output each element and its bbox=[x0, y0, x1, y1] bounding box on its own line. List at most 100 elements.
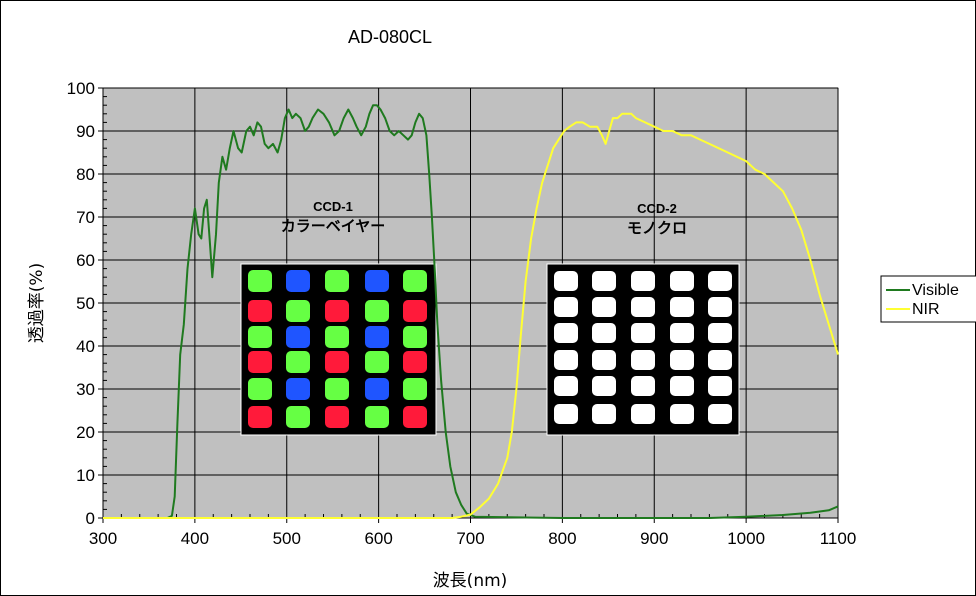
mono-sensor-cells bbox=[554, 271, 732, 424]
mono-cell bbox=[708, 376, 732, 396]
bayer-cell-g bbox=[325, 378, 349, 400]
bayer-cell-g bbox=[403, 326, 427, 348]
bayer-cell-g bbox=[365, 351, 389, 373]
bayer-cell-g bbox=[286, 300, 310, 322]
mono-cell bbox=[670, 271, 694, 291]
mono-cell bbox=[631, 404, 655, 424]
mono-cell bbox=[631, 350, 655, 370]
x-tick-label: 1000 bbox=[727, 529, 765, 548]
bayer-cell-b bbox=[286, 326, 310, 348]
bayer-cell-g bbox=[365, 406, 389, 428]
bayer-cell-r bbox=[403, 406, 427, 428]
bayer-cell-r bbox=[325, 351, 349, 373]
series-line-visible bbox=[103, 104, 839, 519]
mono-cell bbox=[708, 323, 732, 343]
legend: Visible NIR bbox=[880, 275, 976, 323]
color-bayer-sensor-inset: CCD-1 カラーベイヤー bbox=[240, 199, 437, 436]
bayer-cell-r bbox=[248, 300, 272, 322]
x-axis-label: 波長(nm) bbox=[433, 571, 508, 591]
mono-cell bbox=[592, 297, 616, 317]
mono-cell bbox=[631, 271, 655, 291]
x-tick-label: 900 bbox=[640, 529, 668, 548]
y-tick-label: 0 bbox=[86, 509, 95, 528]
x-tick-label: 800 bbox=[548, 529, 576, 548]
y-tick-label: 80 bbox=[76, 165, 95, 184]
mono-cell bbox=[631, 376, 655, 396]
bayer-cell-r bbox=[403, 300, 427, 322]
bayer-cell-r bbox=[325, 300, 349, 322]
bayer-cell-g bbox=[286, 406, 310, 428]
color-sensor-cells bbox=[248, 270, 427, 428]
mono-cell bbox=[670, 376, 694, 396]
mono-cell bbox=[670, 404, 694, 424]
series-layer bbox=[103, 104, 839, 519]
y-tick-labels: 0 10 20 30 40 50 60 70 80 90 100 bbox=[67, 79, 95, 528]
y-tick-label: 90 bbox=[76, 122, 95, 141]
mono-cell bbox=[708, 271, 732, 291]
mono-cell bbox=[592, 404, 616, 424]
series-line-nir bbox=[103, 112, 839, 519]
mono-cell bbox=[592, 271, 616, 291]
legend-label-nir: NIR bbox=[912, 301, 940, 318]
bayer-cell-g bbox=[248, 326, 272, 348]
mono-cell bbox=[631, 323, 655, 343]
mono-cell bbox=[554, 404, 578, 424]
bayer-cell-b bbox=[365, 378, 389, 400]
legend-label-visible: Visible bbox=[912, 282, 959, 299]
y-tick-label: 70 bbox=[76, 208, 95, 227]
mono-cell bbox=[708, 297, 732, 317]
mono-cell bbox=[670, 350, 694, 370]
bayer-cell-g bbox=[403, 378, 427, 400]
mono-cell bbox=[708, 350, 732, 370]
x-tick-label: 700 bbox=[456, 529, 484, 548]
y-tick-label: 10 bbox=[76, 466, 95, 485]
mono-cell bbox=[592, 350, 616, 370]
mono-cell bbox=[592, 323, 616, 343]
bayer-cell-b bbox=[286, 270, 310, 292]
bayer-cell-g bbox=[403, 270, 427, 292]
mono-cell bbox=[554, 350, 578, 370]
y-tick-label: 40 bbox=[76, 337, 95, 356]
mono-cell bbox=[631, 297, 655, 317]
x-tick-label: 500 bbox=[273, 529, 301, 548]
mono-cell bbox=[670, 323, 694, 343]
bayer-cell-g bbox=[248, 270, 272, 292]
x-tick-label: 300 bbox=[89, 529, 117, 548]
bayer-cell-r bbox=[325, 406, 349, 428]
x-tick-labels: 300 400 500 600 700 800 900 1000 1100 bbox=[89, 529, 856, 548]
y-tick-label: 60 bbox=[76, 251, 95, 270]
color-sensor-caption-line1: CCD-1 bbox=[313, 199, 353, 214]
bayer-cell-b bbox=[286, 378, 310, 400]
mono-cell bbox=[592, 376, 616, 396]
bayer-cell-g bbox=[325, 326, 349, 348]
bayer-cell-g bbox=[325, 270, 349, 292]
y-tick-label: 50 bbox=[76, 294, 95, 313]
mono-cell bbox=[708, 404, 732, 424]
mono-sensor-inset: CCD-2 モノクロ bbox=[546, 201, 740, 436]
bayer-cell-g bbox=[286, 351, 310, 373]
legend-box bbox=[880, 275, 976, 323]
mono-sensor-caption-line2: モノクロ bbox=[627, 219, 687, 237]
bayer-cell-b bbox=[365, 270, 389, 292]
mono-cell bbox=[554, 271, 578, 291]
y-tick-label: 20 bbox=[76, 423, 95, 442]
mono-cell bbox=[670, 297, 694, 317]
color-sensor-caption-line2: カラーベイヤー bbox=[281, 217, 386, 235]
chart-title: AD-080CL bbox=[348, 27, 432, 47]
bayer-cell-b bbox=[365, 326, 389, 348]
mono-cell bbox=[554, 297, 578, 317]
x-tick-label: 1100 bbox=[820, 529, 857, 548]
bayer-cell-r bbox=[248, 406, 272, 428]
x-tick-label: 400 bbox=[181, 529, 209, 548]
bayer-cell-r bbox=[403, 351, 427, 373]
x-tick-label: 600 bbox=[364, 529, 392, 548]
mono-cell bbox=[554, 376, 578, 396]
bayer-cell-g bbox=[365, 300, 389, 322]
mono-sensor-caption-line1: CCD-2 bbox=[637, 201, 677, 216]
y-tick-label: 100 bbox=[67, 79, 95, 98]
bayer-cell-g bbox=[248, 378, 272, 400]
bayer-cell-r bbox=[248, 351, 272, 373]
y-axis-label: 透過率(%) bbox=[27, 263, 47, 343]
